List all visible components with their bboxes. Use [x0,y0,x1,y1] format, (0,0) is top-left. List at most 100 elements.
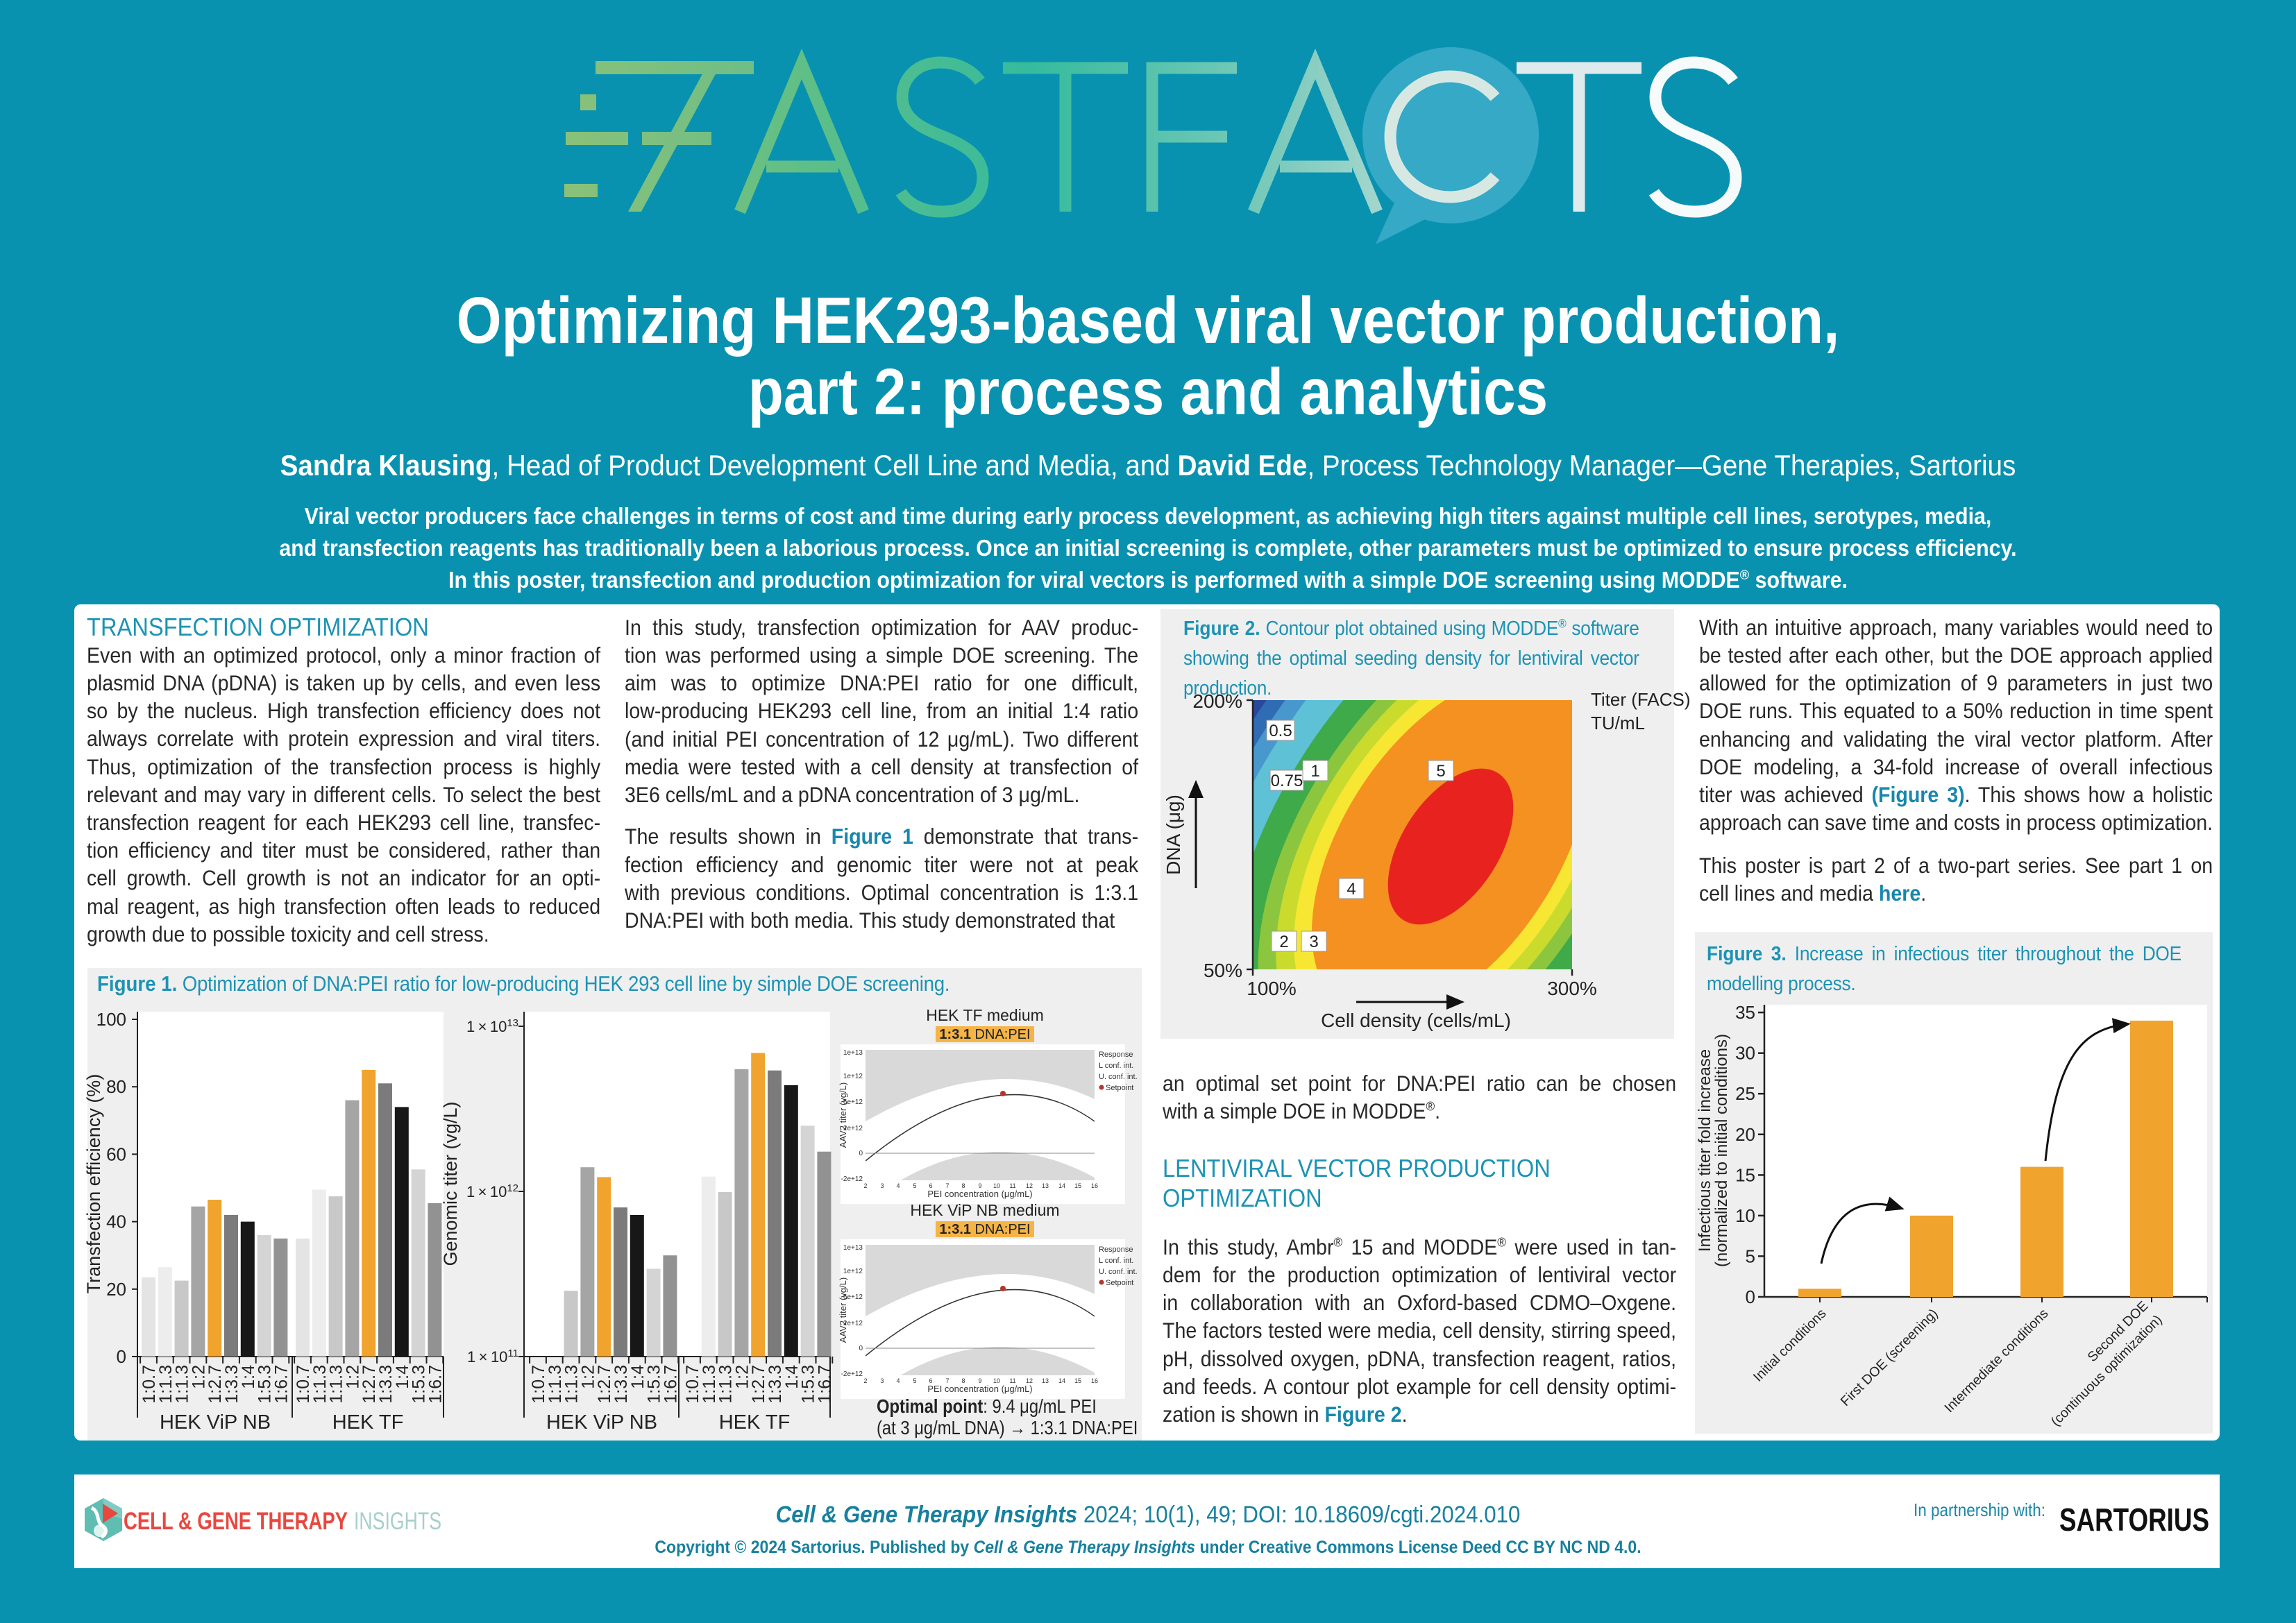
svg-text:4: 4 [896,1377,900,1384]
svg-text:1:6.7: 1:6.7 [271,1365,291,1404]
svg-text:1:1.3: 1:1.3 [562,1365,582,1404]
svg-text:DNA (μg): DNA (μg) [1163,794,1184,875]
svg-text:1 × 1013: 1 × 1013 [466,1017,518,1035]
svg-text:-2e+12: -2e+12 [841,1370,863,1378]
svg-text:AAV2 titer (vg/L): AAV2 titer (vg/L) [838,1277,848,1343]
svg-text:20: 20 [106,1279,126,1300]
svg-text:1: 1 [1310,762,1319,781]
svg-text:1:2: 1:2 [578,1365,598,1389]
svg-text:1:0.7: 1:0.7 [294,1365,313,1404]
svg-text:5: 5 [1746,1246,1755,1266]
svg-text:1:1.3: 1:1.3 [716,1365,736,1404]
svg-text:6: 6 [929,1182,932,1189]
svg-text:HEK TF medium: HEK TF medium [926,1006,1044,1024]
svg-text:3: 3 [880,1377,884,1384]
svg-text:2e+12: 2e+12 [843,1125,863,1132]
svg-text:16: 16 [1091,1182,1098,1189]
svg-text:20: 20 [1735,1124,1755,1145]
svg-text:6e+12: 6e+12 [843,1293,863,1301]
svg-text:1:1.3: 1:1.3 [173,1365,192,1404]
svg-text:HEK TF: HEK TF [719,1411,791,1434]
svg-text:TU/mL: TU/mL [1591,713,1645,733]
svg-text:HEK TF: HEK TF [332,1411,404,1434]
svg-text:Response: Response [1099,1051,1133,1059]
svg-text:Setpoint: Setpoint [1106,1279,1133,1287]
svg-text:6: 6 [929,1377,932,1384]
svg-text:9: 9 [978,1377,981,1384]
svg-text:HEK ViP NB medium: HEK ViP NB medium [910,1201,1059,1219]
svg-text:3: 3 [880,1182,884,1189]
svg-text:Response: Response [1099,1246,1133,1254]
svg-text:6e+12: 6e+12 [843,1098,863,1106]
svg-text:14: 14 [1058,1377,1065,1384]
svg-text:12: 12 [1026,1182,1033,1189]
svg-text:2: 2 [863,1377,867,1384]
svg-text:0: 0 [859,1345,863,1352]
svg-text:4: 4 [1347,880,1356,899]
svg-text:1:6.7: 1:6.7 [815,1365,834,1404]
svg-text:300%: 300% [1547,978,1597,999]
svg-text:2e+12: 2e+12 [843,1320,863,1327]
svg-text:1:4: 1:4 [782,1365,802,1389]
svg-text:Intermediate conditions: Intermediate conditions [1941,1306,2051,1416]
svg-text:1:4: 1:4 [628,1365,648,1389]
svg-text:1:3.1 DNA:PEI: 1:3.1 DNA:PEI [939,1222,1030,1237]
svg-text:1:6.7: 1:6.7 [425,1365,445,1404]
svg-text:1:3.3: 1:3.3 [376,1365,396,1404]
svg-text:INSIGHTS: INSIGHTS [354,1508,441,1535]
svg-text:0: 0 [859,1150,863,1157]
svg-text:5: 5 [913,1182,916,1189]
svg-text:14: 14 [1058,1182,1065,1189]
svg-text:PEI concentration (μg/mL): PEI concentration (μg/mL) [927,1189,1032,1199]
svg-text:Genomic titer (vg/L): Genomic titer (vg/L) [440,1101,461,1266]
svg-text:HEK ViP NB: HEK ViP NB [546,1411,657,1434]
svg-text:0: 0 [1746,1286,1755,1307]
svg-text:1 × 1011: 1 × 1011 [467,1348,518,1366]
svg-text:1:2: 1:2 [343,1365,362,1389]
svg-text:0: 0 [117,1346,126,1367]
svg-text:2: 2 [863,1182,867,1189]
svg-text:Transfection efficiency (%): Transfection efficiency (%) [83,1074,104,1294]
svg-text:1:0.7: 1:0.7 [683,1365,702,1404]
svg-text:Titer (FACS): Titer (FACS) [1591,689,1690,710]
svg-text:1e+12: 1e+12 [843,1073,863,1080]
svg-text:1:3.3: 1:3.3 [766,1365,785,1404]
svg-text:8: 8 [961,1377,965,1384]
svg-text:1:0.7: 1:0.7 [529,1365,548,1404]
svg-text:1:2.7: 1:2.7 [205,1365,225,1404]
svg-text:U. conf. int.: U. conf. int. [1099,1073,1138,1081]
svg-text:12: 12 [1026,1377,1033,1384]
svg-text:1:5.3: 1:5.3 [799,1365,818,1404]
svg-text:Initial conditions: Initial conditions [1750,1306,1830,1385]
svg-text:1e+13: 1e+13 [843,1049,863,1057]
svg-text:200%: 200% [1192,690,1242,712]
svg-text:35: 35 [1735,1002,1755,1023]
svg-text:Infectious titer fold increase: Infectious titer fold increase [1696,1049,1714,1252]
svg-text:1:2.7: 1:2.7 [595,1365,614,1404]
svg-text:CELL & GENE THERAPY: CELL & GENE THERAPY [124,1508,348,1535]
svg-text:15: 15 [1074,1377,1081,1384]
svg-text:SARTORIUS: SARTORIUS [2059,1502,2209,1538]
svg-text:1:4: 1:4 [239,1365,258,1389]
svg-text:1:1.3: 1:1.3 [700,1365,719,1404]
svg-text:15: 15 [1735,1164,1755,1185]
svg-text:1e+13: 1e+13 [843,1244,863,1252]
svg-text:25: 25 [1735,1083,1755,1104]
svg-text:100%: 100% [1247,978,1297,999]
svg-text:(at 3 μg/mL DNA) → 1:3.1 DNA:P: (at 3 μg/mL DNA) → 1:3.1 DNA:PEI [877,1416,1138,1438]
svg-text:1:1.3: 1:1.3 [156,1365,176,1404]
svg-text:10: 10 [993,1377,1000,1384]
svg-text:2: 2 [1279,933,1288,951]
svg-text:1:1.3: 1:1.3 [546,1365,565,1404]
svg-text:U. conf. int.: U. conf. int. [1099,1268,1138,1276]
svg-text:1:5.3: 1:5.3 [410,1365,429,1404]
svg-text:1:2.7: 1:2.7 [749,1365,768,1404]
svg-text:1:5.3: 1:5.3 [255,1365,275,1404]
svg-text:1:1.3: 1:1.3 [310,1365,330,1404]
svg-text:1e+12: 1e+12 [843,1268,863,1275]
svg-text:HEK ViP NB: HEK ViP NB [160,1411,271,1434]
svg-text:80: 80 [106,1076,126,1097]
svg-text:1 × 1012: 1 × 1012 [466,1182,518,1200]
svg-text:10: 10 [1735,1205,1755,1226]
svg-text:4: 4 [896,1182,900,1189]
